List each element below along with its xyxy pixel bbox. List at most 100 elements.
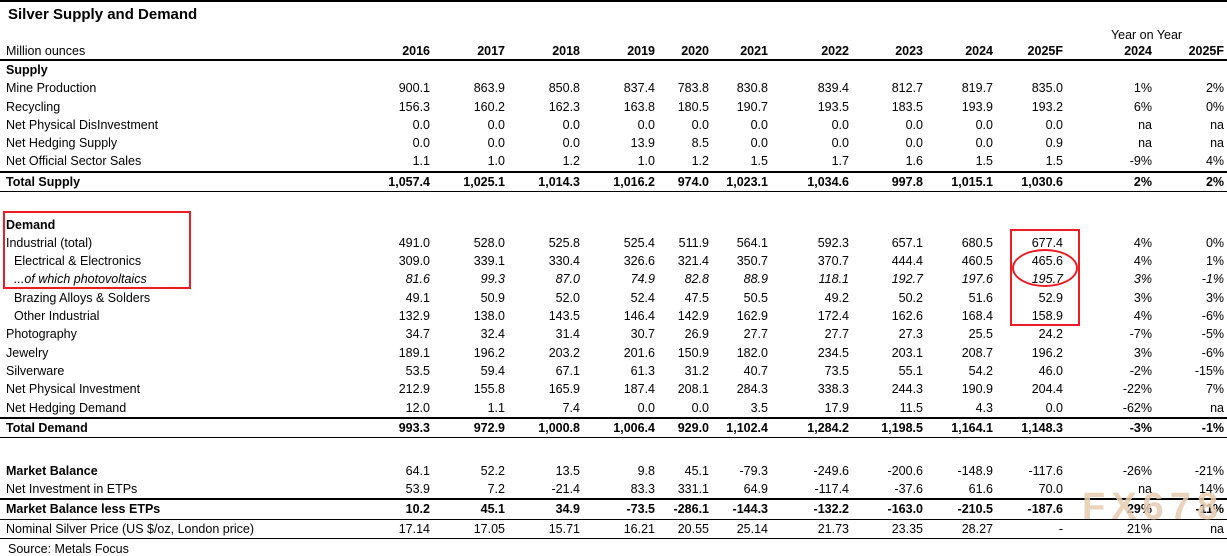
- cell-value: 28.27: [926, 519, 996, 539]
- cell-value: 12.0: [405, 400, 430, 415]
- cell-value: 0.0: [487, 117, 505, 132]
- yoy-column-header: 2024: [1066, 43, 1155, 61]
- cell-value: 1,015.1: [926, 170, 996, 193]
- cell-value: 204.4: [1031, 382, 1063, 397]
- year-column-header: 2020: [658, 43, 712, 61]
- cell-value: 309.0: [398, 254, 430, 269]
- cell-value: [433, 192, 508, 216]
- cell-value: 0.0: [831, 136, 849, 151]
- cell-value: 87.0: [555, 272, 580, 287]
- cell-value: 88.9: [743, 272, 768, 287]
- cell-value: 16.21: [583, 519, 658, 539]
- cell-value: 61.3: [630, 363, 655, 378]
- cell-value: 52.0: [555, 290, 580, 305]
- cell-value: 972.9: [433, 416, 508, 439]
- cell-value: 677.4: [1031, 235, 1063, 250]
- cell-value: 812.7: [891, 81, 923, 96]
- cell-value: [771, 438, 852, 462]
- cell-value: 338.3: [817, 382, 849, 397]
- cell-value: -62%: [1122, 400, 1152, 415]
- cell-value: [712, 60, 771, 79]
- cell-value: 0.0: [905, 136, 923, 151]
- cell-value: 460.5: [961, 254, 993, 269]
- cell-value: 146.4: [623, 309, 655, 324]
- cell-value: [771, 192, 852, 216]
- cell-value: 26.9: [684, 327, 709, 342]
- cell-value: 27.7: [743, 327, 768, 342]
- cell-value: 0%: [1205, 99, 1225, 114]
- cell-value: 29%: [1066, 498, 1155, 520]
- row-label: Net Investment in ETPs: [6, 481, 138, 496]
- cell-value: [433, 216, 508, 234]
- cell-value: 929.0: [658, 416, 712, 439]
- cell-value: 7%: [1205, 382, 1225, 397]
- year-on-year-header-row: Year on Year: [0, 28, 1227, 43]
- row-market-balance-less-etps: Market Balance less ETPs 10.2 45.1 34.9 -73.…: [0, 498, 1227, 520]
- cell-value: -200.6: [887, 463, 923, 478]
- row-other-industrial: Other Industrial 132.9 138.0 143.5 146.4 142.…: [0, 307, 1227, 325]
- year-column-header: 2025F: [996, 43, 1066, 61]
- cell-value: 27.3: [898, 327, 923, 342]
- cell-value: 4%: [1133, 254, 1152, 269]
- cell-value: [358, 192, 433, 216]
- cell-value: -15%: [1194, 363, 1225, 378]
- cell-value: 52.9: [1038, 290, 1063, 305]
- row-nominal-silver-price: Nominal Silver Price (US $/oz, London pr…: [0, 519, 1227, 539]
- cell-value: 3%: [1205, 290, 1225, 305]
- cell-value: 74.9: [630, 272, 655, 287]
- cell-value: -132.2: [771, 498, 852, 520]
- yoy-column-header: 2025F: [1155, 43, 1227, 61]
- cell-value: 0.0: [975, 136, 993, 151]
- cell-value: 564.1: [736, 235, 768, 250]
- row-label: Market Balance: [6, 463, 98, 478]
- cell-value: 2%: [1155, 170, 1227, 193]
- cell-value: 0.0: [562, 136, 580, 151]
- cell-value: [852, 192, 926, 216]
- row-silverware: Silverware 53.5 59.4 67.1 61.3 31.2 40.7 73.5 55…: [0, 362, 1227, 380]
- cell-value: [583, 438, 658, 462]
- cell-value: 3%: [1133, 272, 1152, 287]
- cell-value: [658, 216, 712, 234]
- cell-value: 1%: [1133, 81, 1152, 96]
- cell-value: 1,148.3: [996, 416, 1066, 439]
- cell-value: -26%: [1122, 463, 1152, 478]
- cell-value: 1.0: [487, 154, 505, 169]
- cell-value: 158.9: [1031, 309, 1063, 324]
- cell-value: 21.73: [771, 519, 852, 539]
- cell-value: 3%: [1133, 290, 1152, 305]
- silver-supply-demand-table: Year on Year Million ounces 2016 2017 2018…: [0, 28, 1227, 539]
- row-total-demand: Total Demand 993.3 972.9 1,000.8 1,006.4 929.…: [0, 416, 1227, 439]
- row-label: Recycling: [6, 99, 61, 114]
- cell-value: [433, 60, 508, 79]
- cell-value: 54.2: [968, 363, 993, 378]
- cell-value: 1.5: [750, 154, 768, 169]
- cell-value: [508, 192, 583, 216]
- source-note: Source: Metals Focus: [8, 541, 129, 556]
- cell-value: [508, 60, 583, 79]
- cell-value: 196.2: [473, 345, 505, 360]
- cell-value: 525.8: [548, 235, 580, 250]
- cell-value: -21%: [1194, 463, 1225, 478]
- cell-value: 73.5: [824, 363, 849, 378]
- cell-value: 189.1: [398, 345, 430, 360]
- cell-value: 830.8: [736, 81, 768, 96]
- row-of-which-photovoltaics: ...of which photovoltaics 81.6 99.3 87.0 74.…: [0, 270, 1227, 288]
- row-jewelry: Jewelry 189.1 196.2 203.2 201.6 150.9 182.0 234…: [0, 344, 1227, 362]
- cell-value: 15.71: [508, 519, 583, 539]
- cell-value: -148.9: [957, 463, 993, 478]
- row-label: Silverware: [6, 363, 65, 378]
- cell-value: 31.4: [555, 327, 580, 342]
- cell-value: 27.7: [824, 327, 849, 342]
- cell-value: [1066, 216, 1155, 234]
- cell-value: 150.9: [677, 345, 709, 360]
- cell-value: na: [1210, 117, 1225, 132]
- cell-value: 50.5: [743, 290, 768, 305]
- cell-value: 1,102.4: [712, 416, 771, 439]
- cell-value: -163.0: [852, 498, 926, 520]
- cell-value: 196.2: [1031, 345, 1063, 360]
- cell-value: -6%: [1201, 309, 1225, 324]
- cell-value: -187.6: [996, 498, 1066, 520]
- cell-value: 82.8: [684, 272, 709, 287]
- cell-value: 201.6: [623, 345, 655, 360]
- cell-value: 193.2: [1031, 99, 1063, 114]
